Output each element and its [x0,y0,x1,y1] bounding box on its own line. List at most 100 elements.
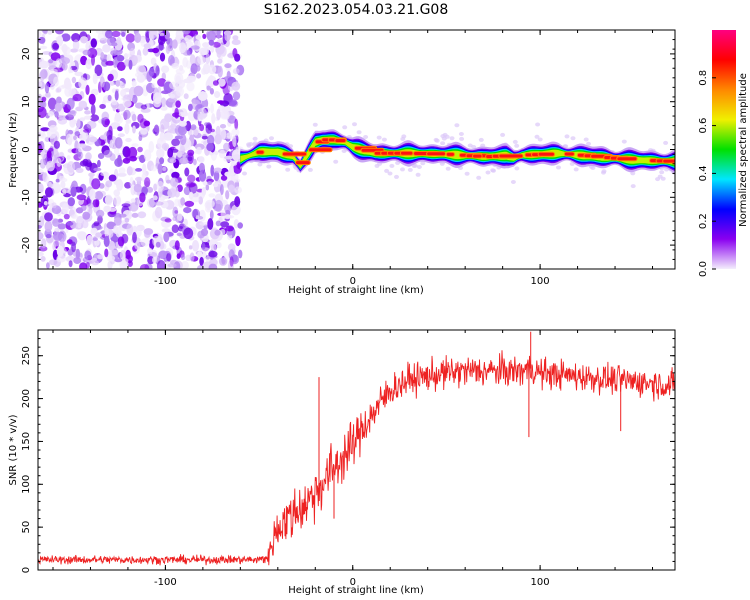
noise-speck [201,242,206,250]
noise-speck [84,110,91,115]
ridge-halo-speck [534,134,540,139]
ridge-halo-speck [535,122,541,127]
noise-speck [195,215,200,220]
ridge-halo-speck [387,171,393,176]
noise-speck [121,31,126,37]
noise-speck [80,55,88,66]
noise-speck [75,248,81,260]
noise-speck [71,33,81,43]
noise-speck [208,263,218,269]
noise-speck [53,231,63,241]
colorbar-label: Normalized spectral amplitude [738,73,749,227]
noise-speck [100,52,105,59]
noise-speck [120,261,129,267]
noise-speck [91,178,101,190]
noise-speck [105,30,113,39]
noise-speck [175,100,181,108]
noise-speck [104,118,111,126]
noise-speck [132,231,137,244]
noise-speck [232,48,238,58]
noise-speck [45,233,52,239]
noise-speck [210,164,215,177]
noise-speck [63,213,70,220]
top-y-axis-label: Frequency (Hz) [8,112,19,188]
ridge-halo-speck [384,168,390,173]
noise-speck [195,34,202,40]
y-tick-label: -10 [21,189,32,205]
noise-speck [174,124,184,136]
noise-speck [179,145,186,155]
y-tick-label: -20 [21,237,32,253]
noise-speck [97,159,101,168]
noise-speck [70,110,77,115]
noise-speck [44,220,53,233]
noise-speck [129,202,139,212]
noise-speck [227,243,236,251]
noise-speck [153,124,160,136]
noise-speck [146,186,154,193]
ridge-halo-speck [400,137,406,141]
noise-speck [197,107,208,120]
noise-speck [144,177,151,188]
noise-speck [131,143,139,148]
noise-speck [216,108,221,121]
noise-speck [183,227,194,239]
ridge-halo-speck [514,143,520,148]
noise-speck [184,35,193,43]
colorbar-tick-label: 0.6 [698,118,709,134]
noise-speck [151,82,156,88]
noise-speck [201,187,207,196]
noise-speck [178,120,187,127]
noise-speck [99,104,106,109]
noise-speck [46,150,52,159]
noise-speck [46,30,54,35]
noise-speck [164,261,171,269]
noise-speck [225,190,230,200]
noise-speck [122,210,133,221]
snr-line [38,350,675,566]
noise-speck [158,35,167,41]
ridge-halo-speck [381,137,387,142]
ridge-halo-speck [657,174,663,179]
noise-speck [208,250,218,258]
noise-speck [66,97,75,110]
noise-speck [129,176,134,188]
noise-speck [60,135,67,140]
top-x-axis-label: Height of straight line (km) [288,285,424,296]
noise-speck [71,76,77,84]
noise-speck [114,258,123,263]
noise-speck [171,171,180,179]
noise-speck [167,263,177,268]
noise-speck [46,160,55,172]
noise-speck [166,253,172,262]
noise-speck [217,58,223,64]
ridge-halo-speck [257,162,263,167]
noise-speck [188,103,193,112]
noise-speck [200,228,209,237]
noise-speck [175,68,185,75]
noise-speck [51,202,57,209]
ridge-halo-speck [621,139,627,144]
noise-speck [152,256,157,264]
noise-speck [61,203,69,215]
ridge-halo-speck [454,123,460,128]
noise-speck [78,100,88,109]
noise-speck [140,127,148,135]
noise-speck [38,225,42,229]
noise-speck [124,217,130,223]
noise-speck [70,61,76,68]
ridge-halo-speck [333,159,339,164]
noise-speck [52,42,59,50]
noise-speck [155,241,161,248]
noise-speck [176,253,181,259]
noise-speck [118,167,126,175]
noise-speck [84,250,92,260]
noise-speck [154,206,163,219]
noise-speck [199,169,207,182]
noise-speck [206,30,217,42]
colorbar-tick-label: 0.0 [698,261,709,277]
noise-speck [213,170,220,182]
noise-speck [107,94,112,102]
noise-speck [171,138,181,147]
noise-speck [231,81,241,91]
